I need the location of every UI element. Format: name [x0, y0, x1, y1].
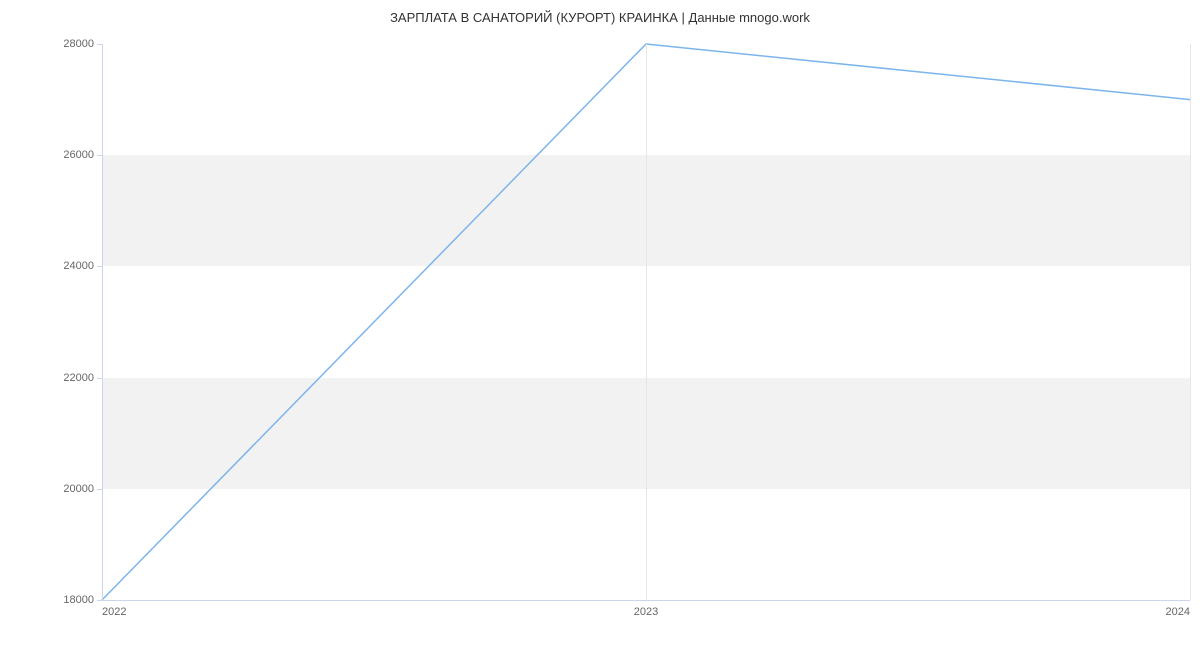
y-tick-mark	[97, 266, 102, 267]
y-tick-mark	[97, 155, 102, 156]
x-tick-label: 2023	[634, 600, 658, 618]
salary-line-chart: ЗАРПЛАТА В САНАТОРИЙ (КУРОРТ) КРАИНКА | …	[0, 0, 1200, 650]
y-axis-line	[102, 44, 103, 600]
x-tick-label: 2022	[102, 600, 126, 618]
y-tick-mark	[97, 44, 102, 45]
chart-title: ЗАРПЛАТА В САНАТОРИЙ (КУРОРТ) КРАИНКА | …	[0, 10, 1200, 25]
y-tick-mark	[97, 378, 102, 379]
y-tick-mark	[97, 489, 102, 490]
gridline-vertical	[1190, 44, 1191, 600]
plot-area: 1800020000220002400026000280002022202320…	[102, 44, 1190, 600]
x-tick-label: 2024	[1166, 600, 1190, 618]
gridline-vertical	[646, 44, 647, 600]
